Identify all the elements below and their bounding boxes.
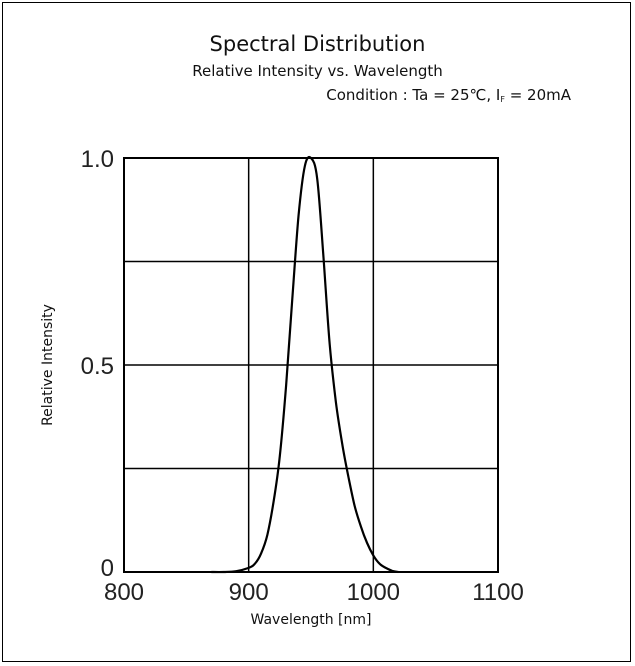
condition-prefix: Condition : Ta = 25℃, I <box>326 86 501 104</box>
y-tick-labels: 0 0.5 1.0 <box>81 146 114 582</box>
x-tick-label: 1100 <box>472 579 524 606</box>
spectral-curve <box>211 155 399 574</box>
test-condition: Condition : Ta = 25℃, IF = 20mA <box>326 86 571 104</box>
y-axis-label: Relative Intensity <box>40 304 56 426</box>
chart-title: Spectral Distribution <box>209 32 426 56</box>
y-tick-label: 0.5 <box>81 353 114 380</box>
x-tick-label: 900 <box>229 579 269 606</box>
x-axis-label: Wavelength [nm] <box>251 612 372 628</box>
x-tick-label: 1000 <box>347 579 400 606</box>
x-tick-label: 800 <box>104 579 144 606</box>
grid-lines <box>124 158 498 572</box>
x-tick-labels: 800 900 1000 1100 <box>104 579 524 606</box>
y-tick-label: 0 <box>101 555 114 582</box>
condition-subscript: F <box>500 95 505 104</box>
condition-suffix: = 20mA <box>504 86 571 104</box>
y-tick-label: 1.0 <box>81 146 114 173</box>
chart-subtitle: Relative Intensity vs. Wavelength <box>192 62 443 80</box>
